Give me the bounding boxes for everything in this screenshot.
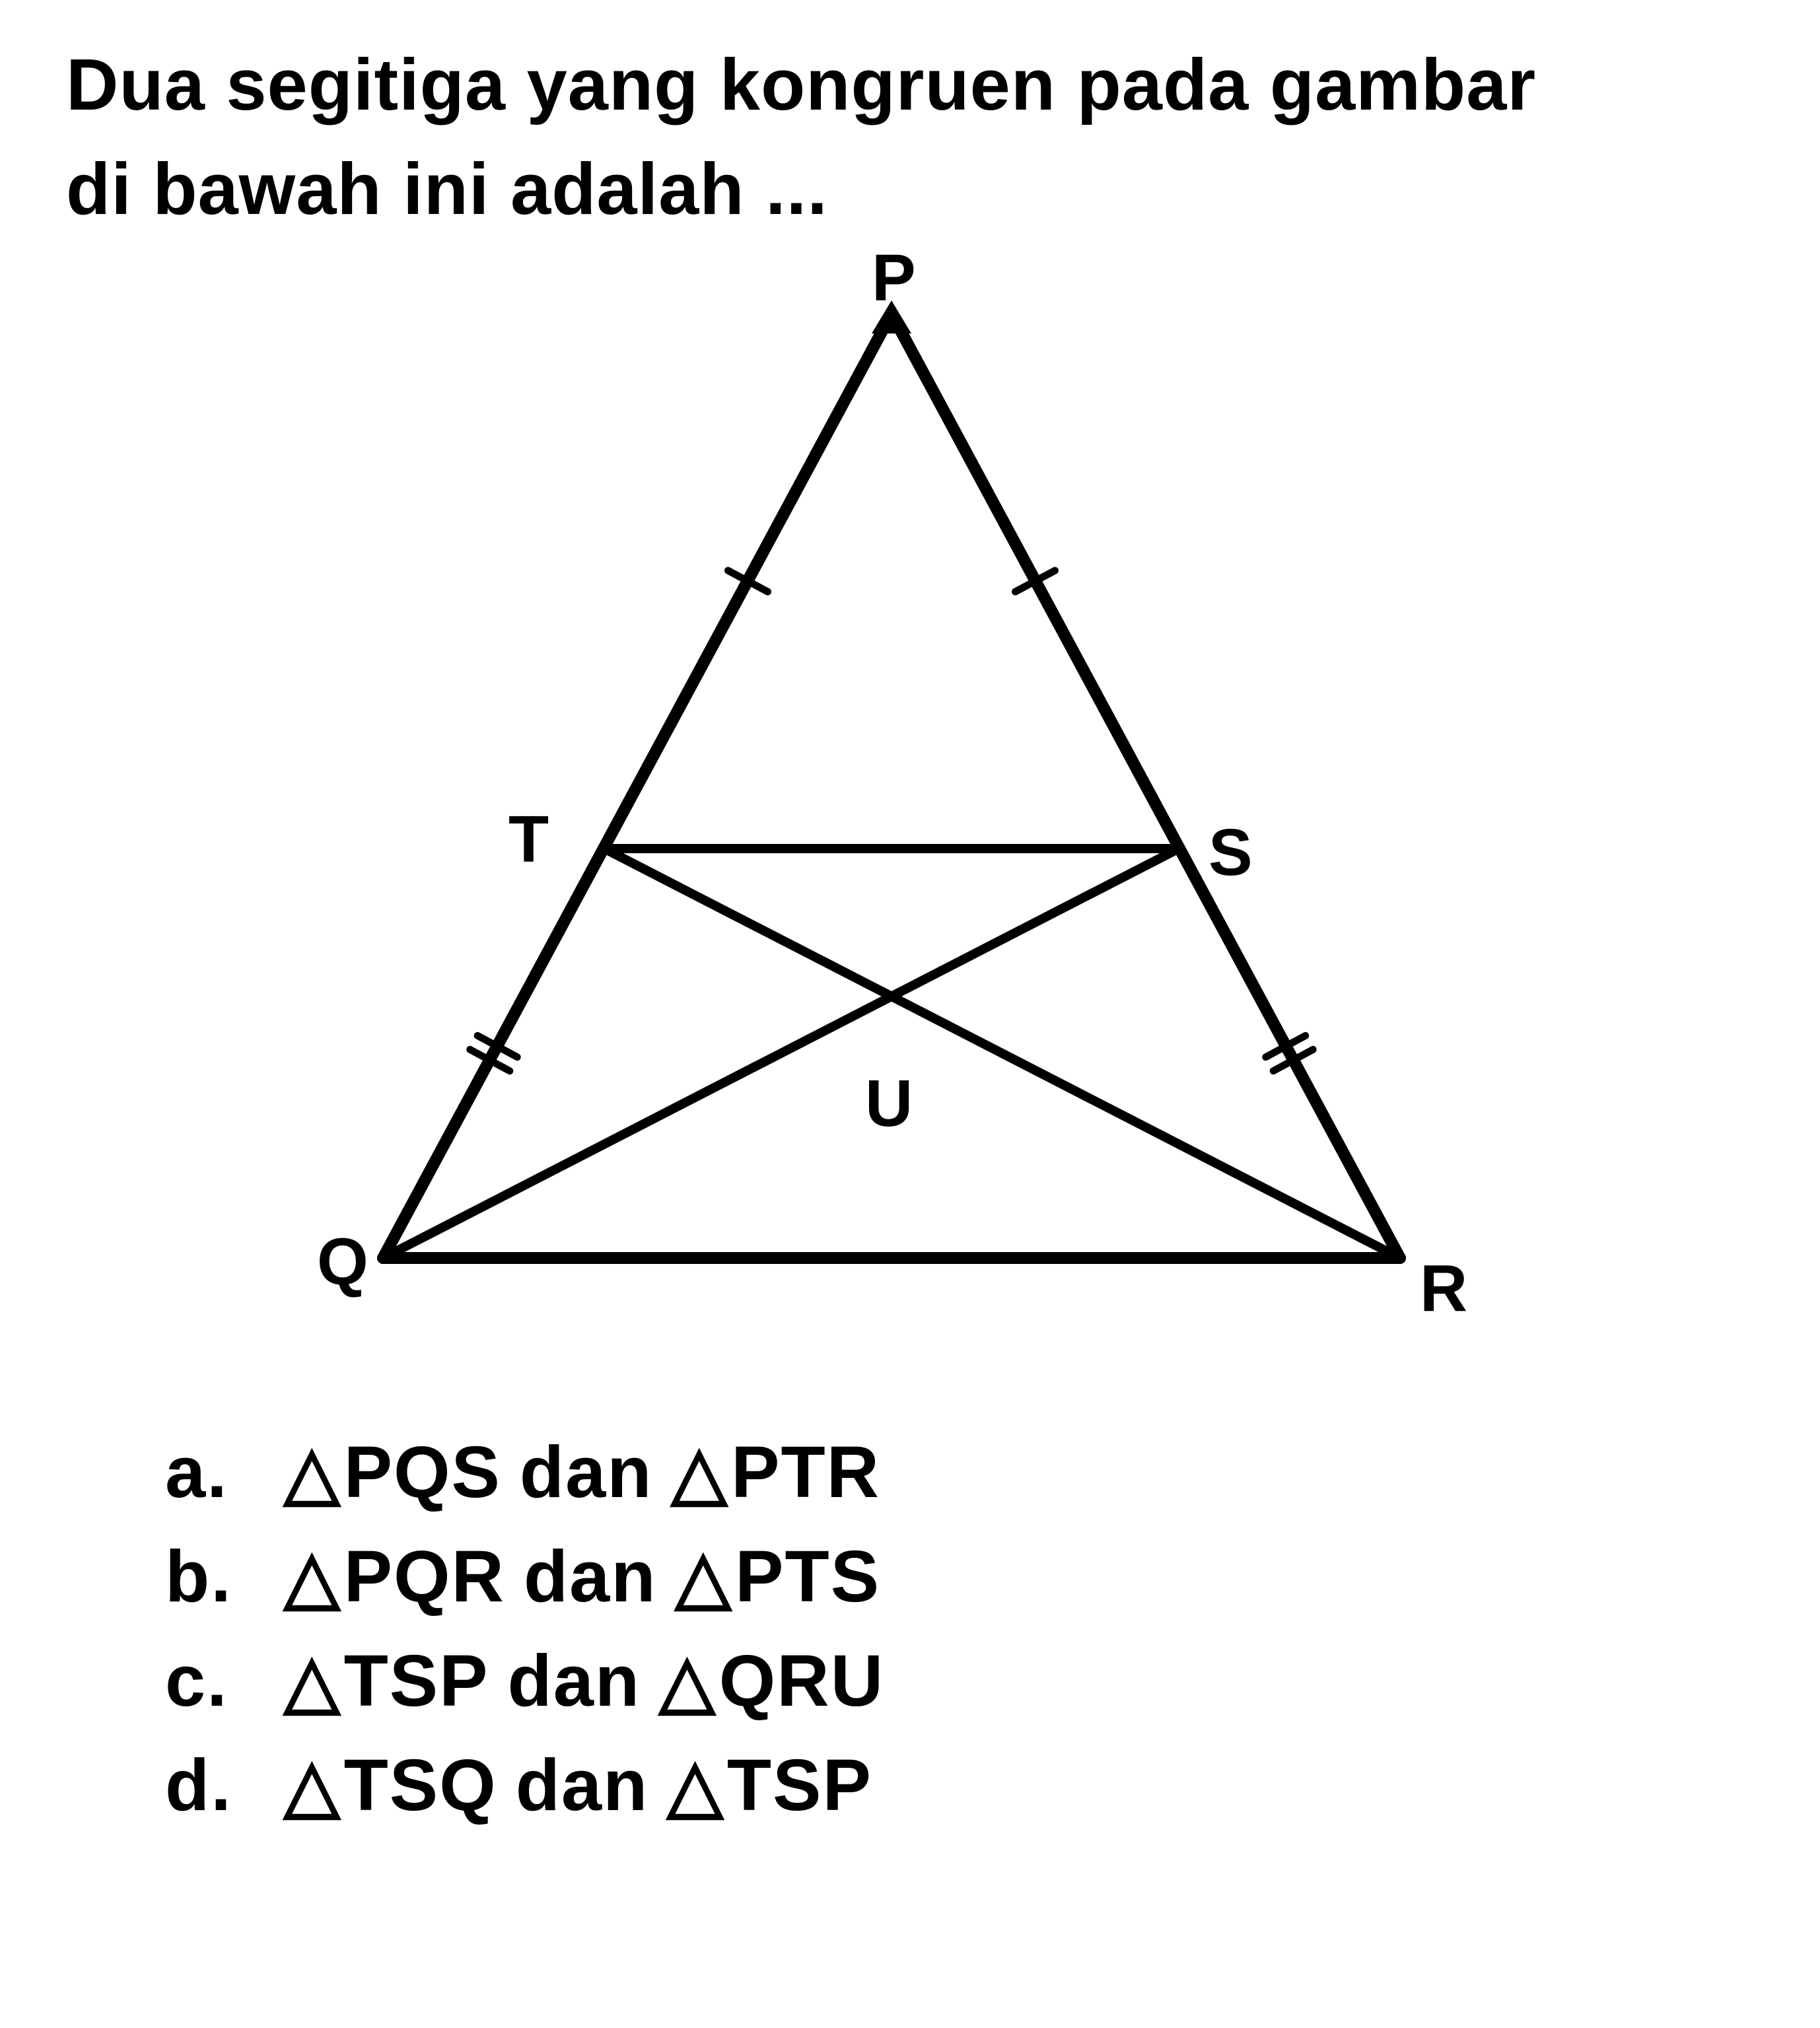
option-letter: d. (165, 1743, 284, 1827)
triangle-icon: △ (284, 1743, 341, 1827)
label-P: P (872, 254, 916, 315)
option-text: △PQR dan △PTS (284, 1534, 880, 1619)
option-text: △TSP dan △QRU (284, 1638, 884, 1723)
triangle-icon: △ (676, 1534, 733, 1619)
tri-name: TSP (727, 1743, 872, 1827)
option-letter: c. (165, 1639, 284, 1723)
edge-SQ (383, 849, 1179, 1258)
triangle-icon: △ (667, 1743, 724, 1827)
tri-name: PQR (344, 1535, 505, 1619)
option-letter: b. (165, 1535, 284, 1619)
label-Q: Q (317, 1225, 368, 1299)
label-R: R (1420, 1251, 1467, 1325)
option-a: a. △PQS dan △PTR (165, 1430, 1754, 1514)
tri-name: PTR (731, 1430, 880, 1514)
option-d: d. △TSQ dan △TSP (165, 1743, 1754, 1827)
label-T: T (508, 802, 549, 876)
tri-name: PQS (344, 1430, 501, 1514)
conj: dan (524, 1535, 657, 1619)
tri-name: QRU (719, 1639, 884, 1723)
tri-name: PTS (735, 1535, 880, 1619)
question-line2: di bawah ini adalah ... (66, 144, 1754, 235)
edge-PR (892, 314, 1400, 1258)
option-b: b. △PQR dan △PTS (165, 1534, 1754, 1619)
option-text: △PQS dan △PTR (284, 1430, 880, 1514)
triangle-svg: P Q R T S U (264, 254, 1519, 1377)
tri-name: TSQ (344, 1743, 497, 1827)
label-S: S (1208, 816, 1253, 890)
question-line1: Dua segitiga yang kongruen pada gambar (66, 40, 1754, 131)
conj: dan (508, 1639, 641, 1723)
option-c: c. △TSP dan △QRU (165, 1638, 1754, 1723)
option-letter: a. (165, 1430, 284, 1514)
triangle-icon: △ (659, 1638, 717, 1723)
triangle-icon: △ (284, 1430, 341, 1514)
label-U: U (865, 1066, 913, 1140)
triangle-icon: △ (671, 1430, 728, 1514)
edge-PQ (383, 314, 892, 1258)
triangle-icon: △ (284, 1534, 341, 1619)
triangle-icon: △ (284, 1638, 341, 1723)
conj: dan (520, 1430, 653, 1514)
option-text: △TSQ dan △TSP (284, 1743, 872, 1827)
conj: dan (516, 1743, 649, 1827)
triangle-diagram: P Q R T S U (264, 254, 1519, 1377)
options-list: a. △PQS dan △PTR b. △PQR dan △PTS c. △TS… (165, 1430, 1754, 1827)
edge-TR (604, 849, 1400, 1258)
tri-name: TSP (344, 1639, 489, 1723)
